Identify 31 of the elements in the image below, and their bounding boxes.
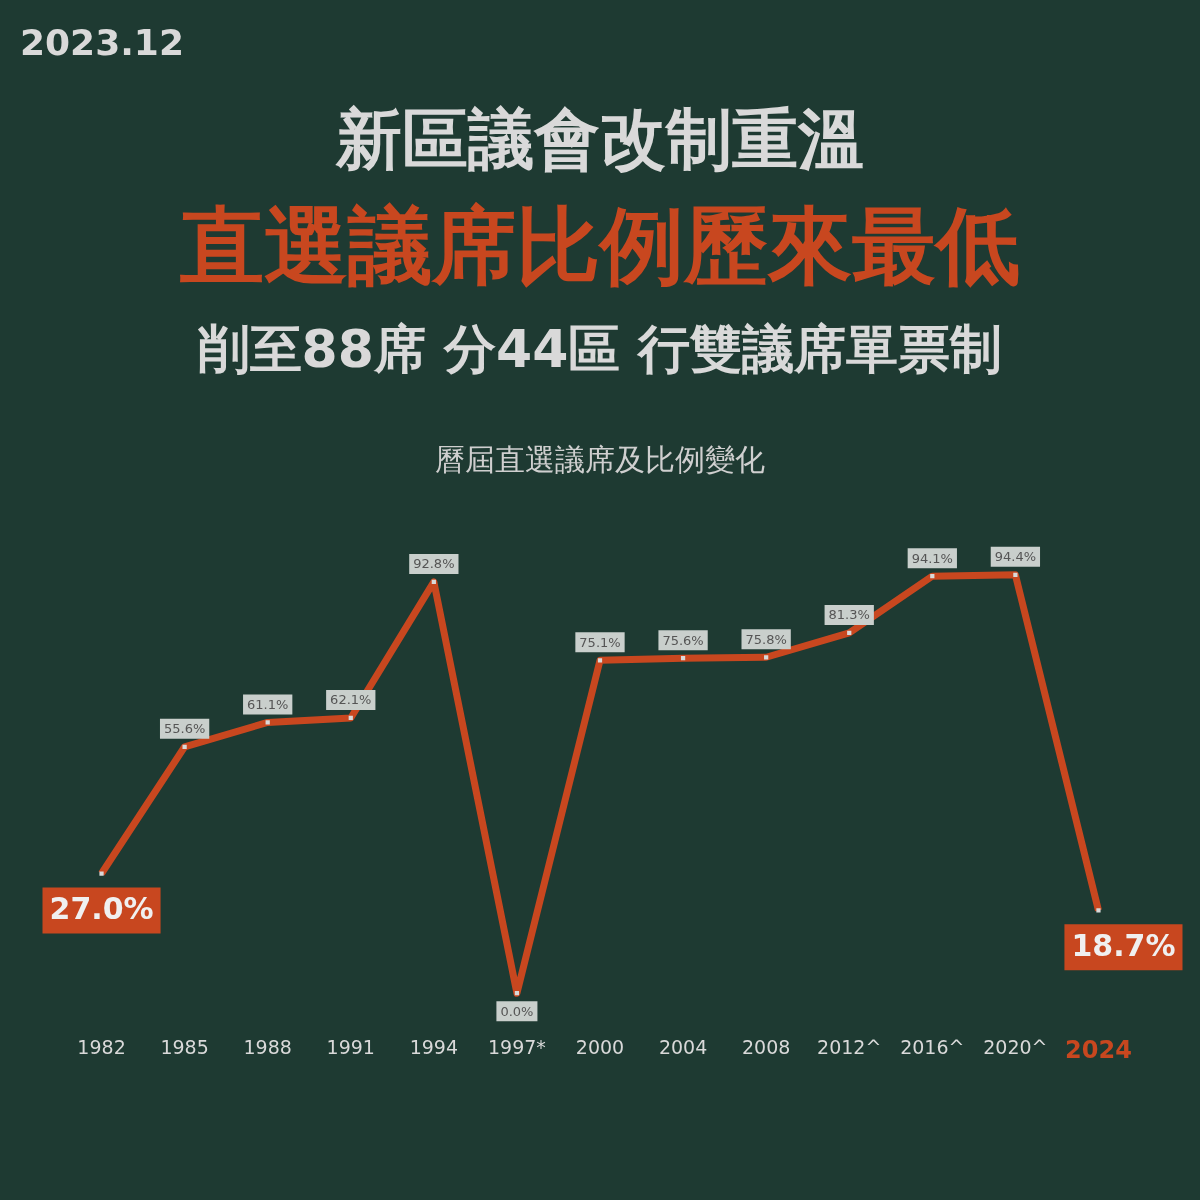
text: 削至88席 分44區 行雙議席單票制 bbox=[196, 318, 1004, 381]
data-label: 55.6% bbox=[163, 721, 206, 737]
x-tick-label: 2016^ bbox=[900, 1035, 965, 1058]
data-label: 75.6% bbox=[662, 632, 704, 648]
x-tick-label: 1997* bbox=[487, 1035, 546, 1058]
data-label: 75.8% bbox=[745, 631, 787, 647]
x-tick-label: 1991 bbox=[326, 1035, 375, 1058]
x-tick-label: 2008 bbox=[741, 1035, 791, 1058]
text: 2023.12 bbox=[20, 22, 184, 63]
chart-title: 新區議會改制重溫 bbox=[334, 100, 865, 180]
data-label: 94.1% bbox=[911, 550, 953, 566]
data-label: 27.0% bbox=[49, 891, 154, 927]
x-tick-label: 2000 bbox=[575, 1035, 625, 1058]
data-label: 81.3% bbox=[828, 607, 870, 623]
data-label: 18.7% bbox=[1071, 928, 1176, 964]
x-tick-label: 1988 bbox=[243, 1035, 292, 1058]
x-tick-label: 2012^ bbox=[817, 1035, 882, 1058]
data-label: 61.1% bbox=[247, 696, 289, 712]
data-label: 75.1% bbox=[579, 634, 621, 650]
x-tick-label: 2004 bbox=[658, 1035, 708, 1058]
x-tick-label: 2020^ bbox=[983, 1035, 1048, 1058]
x-tick-label: 1994 bbox=[409, 1035, 459, 1058]
data-label: 92.8% bbox=[413, 556, 455, 572]
data-label: 0.0% bbox=[500, 1003, 534, 1019]
text: 曆屆直選議席及比例變化 bbox=[434, 441, 766, 479]
x-tick-label: 1985 bbox=[160, 1035, 209, 1058]
data-label: 94.4% bbox=[994, 549, 1037, 565]
data-label: 62.1% bbox=[330, 692, 372, 708]
x-tick-label: 1982 bbox=[77, 1035, 126, 1058]
x-tick-label: 2024 bbox=[1065, 1035, 1132, 1064]
chart-subtitle: 直選議席比例歷來最低 bbox=[179, 196, 1021, 297]
